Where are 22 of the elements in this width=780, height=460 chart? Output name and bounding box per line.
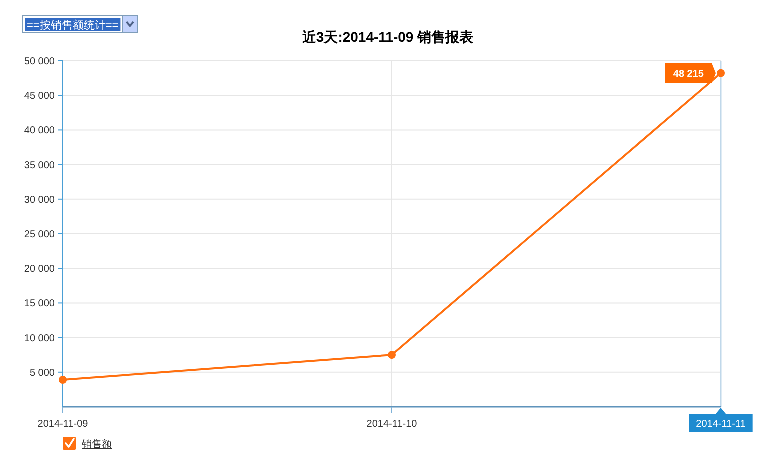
- y-tick-label: 30 000: [24, 194, 56, 206]
- legend-item: 销售额: [63, 437, 112, 450]
- x-tick-label: 2014-11-10: [366, 419, 418, 430]
- y-tick-label: 15 000: [24, 298, 56, 310]
- y-tick-label: 10 000: [24, 333, 56, 344]
- y-tick-label: 45 000: [24, 91, 56, 102]
- y-tick-label: 5 000: [30, 368, 56, 379]
- x-tick-label: 2014-11-09: [38, 419, 89, 430]
- legend-label: 销售额: [81, 438, 112, 450]
- y-tick-label: 40 000: [24, 126, 56, 137]
- y-tick-label: 50 000: [24, 56, 56, 68]
- y-tick-label: 35 000: [24, 160, 56, 172]
- point: [388, 351, 396, 360]
- point: [717, 69, 725, 78]
- chart-title: 近3天:2014-11-09 销售报表: [301, 29, 475, 45]
- axis-pointer-label: 2014-11-11: [689, 408, 753, 432]
- value-label: 48 215: [665, 63, 716, 84]
- data-label: 48 215: [673, 68, 704, 80]
- point: [59, 376, 67, 384]
- y-tick-label: 20 000: [24, 264, 56, 276]
- y-tick-label: 25 000: [24, 230, 56, 240]
- x-tick-label: 2014-11-11: [696, 419, 746, 430]
